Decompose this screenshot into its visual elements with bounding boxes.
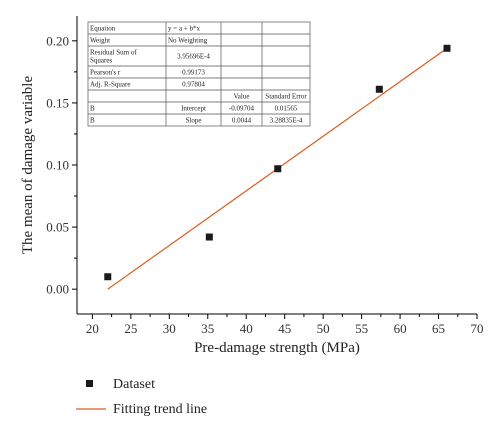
y-tick-label: 0.05 — [46, 220, 69, 235]
x-axis-title: Pre-damage strength (MPa) — [194, 340, 360, 356]
table-cell-line: y = a + b*x — [168, 25, 201, 33]
table-cell-line: Residual Sum of — [90, 49, 137, 57]
stats-table: Equation y = a + b*x Weight No Weighting Res… — [87, 21, 311, 127]
plot-marks — [104, 44, 451, 290]
table-cell: y = a + b*x — [168, 25, 201, 33]
data-point — [274, 165, 282, 173]
table-cell-line: -0.09704 — [229, 105, 255, 113]
table-frame — [87, 21, 311, 127]
x-tick-label: 35 — [201, 321, 214, 336]
table-cell-line: Value — [234, 93, 250, 101]
legend: Dataset Fitting trend line — [76, 377, 207, 417]
x-tick-label: 30 — [163, 321, 176, 336]
table-cell: 3.95696E-4 — [177, 53, 210, 61]
table-cell: Adj. R-Square — [90, 81, 130, 89]
table-cell-line: 0.99173 — [182, 69, 205, 77]
y-axis-title: The mean of damage variable — [20, 76, 36, 255]
table-cell: Equation — [90, 25, 116, 33]
table-cell-line: Adj. R-Square — [90, 81, 130, 89]
x-tick-label: 55 — [355, 321, 368, 336]
y-tick-label: 0.10 — [46, 158, 69, 173]
table-cell-line: Squares — [90, 57, 112, 65]
table-cell-line: 3.28835E-4 — [270, 117, 303, 125]
data-point — [375, 85, 383, 93]
table-cell-line: 0.0044 — [232, 117, 252, 125]
table-cell: B — [90, 117, 95, 125]
table-cell: 0.97804 — [182, 81, 205, 89]
table-cell-line: No Weighting — [168, 37, 208, 45]
table-cell-line: Weight — [90, 37, 110, 45]
table-cell-line: Equation — [90, 25, 116, 33]
data-point — [104, 273, 112, 281]
x-tick-label: 40 — [240, 321, 253, 336]
table-cell: B — [90, 105, 95, 113]
legend-marker-dataset — [86, 380, 93, 387]
table-cell: 0.01565 — [275, 105, 298, 113]
table-cell-line: 0.97804 — [182, 81, 205, 89]
x-tick-label: 50 — [317, 321, 330, 336]
table-cell: Pearson's r — [90, 69, 121, 77]
table-cell: Residual Sum of Squares — [90, 49, 137, 65]
y-tick-label: 0.15 — [46, 95, 69, 110]
y-tick-label: 0.00 — [46, 282, 69, 297]
legend-label-dataset: Dataset — [113, 377, 155, 392]
table-cell-line: Intercept — [181, 105, 206, 113]
table-cell: Intercept — [181, 105, 206, 113]
data-point — [205, 233, 213, 241]
table-cell: Standard Error — [265, 93, 307, 101]
table-cell-line: 3.95696E-4 — [177, 53, 210, 61]
table-cell: 0.99173 — [182, 69, 205, 77]
table-cell: -0.09704 — [229, 105, 255, 113]
x-tick-label: 60 — [394, 321, 407, 336]
table-cell: 3.28835E-4 — [270, 117, 303, 125]
table-cell-line: B — [90, 117, 95, 125]
y-tick-label: 0.20 — [46, 33, 69, 48]
table-cell: Value — [234, 93, 250, 101]
table-cell: 0.0044 — [232, 117, 252, 125]
table-cell-line: Slope — [186, 117, 202, 125]
table-cell-line: B — [90, 105, 95, 113]
table-cell-line: Standard Error — [265, 93, 307, 101]
table-cell: No Weighting — [168, 37, 208, 45]
x-tick-label: 70 — [471, 321, 484, 336]
x-tick-label: 65 — [432, 321, 445, 336]
table-cell: Slope — [186, 117, 202, 125]
x-tick-label: 25 — [124, 321, 137, 336]
legend-label-fit-line: Fitting trend line — [113, 402, 207, 417]
data-point — [443, 44, 451, 52]
table-cell-line: Pearson's r — [90, 69, 121, 77]
table-cell-line: 0.01565 — [275, 105, 298, 113]
x-tick-label: 20 — [86, 321, 99, 336]
table-cell: Weight — [90, 37, 110, 45]
x-tick-label: 45 — [278, 321, 291, 336]
axes: 20 25 30 35 40 45 50 55 60 65 70 0.00 0.05 0.10 0.15 0.… — [20, 16, 484, 356]
